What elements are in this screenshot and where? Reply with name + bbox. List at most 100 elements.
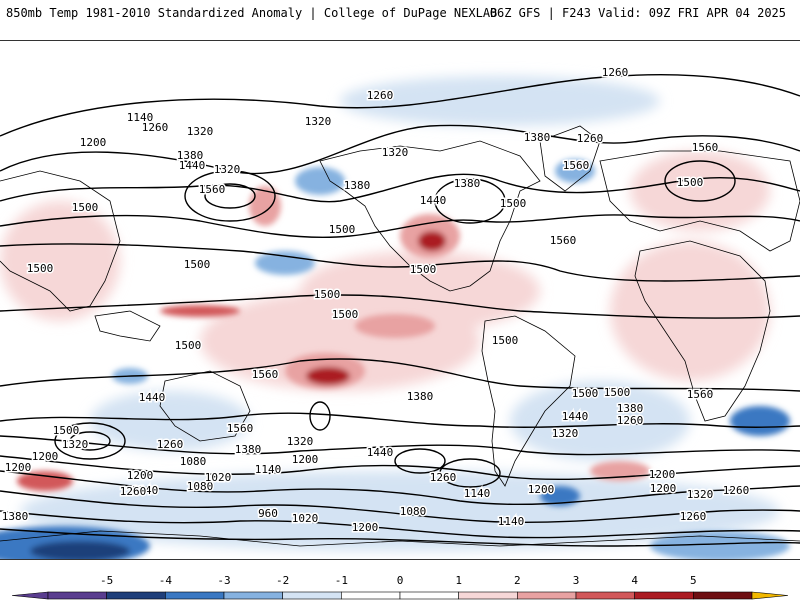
colorbar-segments [11,591,789,600]
contour-line [0,490,800,524]
contour-label: 1560 [692,141,719,154]
contour-label: 1440 [139,391,166,404]
contour-line [0,470,800,506]
coastline-south-america [481,315,576,487]
anomaly-cool-east-antarctic [650,531,790,559]
contour-label: 1020 [292,512,319,525]
contour-label: 1500 [184,258,211,271]
contour-label: 1320 [62,438,89,451]
contour-label: 1500 [677,176,704,189]
contour-label: 1260 [602,66,629,79]
colorbar-max-arrow [751,591,789,600]
contour-label: 1260 [617,414,644,427]
coastline-indonesia [94,310,161,342]
contour-closed-low [204,183,256,209]
contour-label: 1380 [344,179,371,192]
contour-label: 1260 [120,485,147,498]
contour-label: 1080 [187,480,214,493]
contour-label: 1320 [382,146,409,159]
contour-line [0,435,800,456]
colorbar-segment [575,591,635,600]
contour-line [0,74,800,137]
contour-label: 1560 [227,422,254,435]
coastline-north-america [319,140,541,292]
coastline-africa [634,240,771,422]
contour-closed-low [434,178,506,224]
contour-label: 1200 [127,469,154,482]
anomaly-cool-south-pacific-2 [540,486,580,506]
contour-label: 1500 [332,308,359,321]
colorbar-tick-label: 4 [631,574,638,587]
colorbar-tick-label: -5 [100,574,113,587]
contour-label: 1500 [492,334,519,347]
contour-closed-low [394,448,446,474]
anomaly-warm-north-pacific [300,251,540,331]
colorbar-tick-labels: -5 -4 -3 -2 -1 0 1 2 3 4 5 [100,574,697,587]
contour-label: 1560 [199,183,226,196]
contour-label: 1200 [5,461,32,474]
contour-line [0,455,800,481]
contour-label: 1500 [72,201,99,214]
contour-label: 1200 [32,450,59,463]
contour-label: 1140 [464,487,491,500]
colorbar-segment [458,591,518,600]
anomaly-cool-south-pacific [90,391,250,451]
contour-label: 1380 [617,402,644,415]
colorbar-tick-label: -3 [217,574,230,587]
colorbar-tick-label: 3 [573,574,580,587]
anomaly-warm-europe [630,151,770,231]
colorbar-segment [634,591,694,600]
colorbar-tick-label: 1 [455,574,462,587]
contour-label: 1560 [252,368,279,381]
coastline-australia [159,370,251,442]
contour-label: 1380 [454,177,481,190]
contour-line [0,294,800,319]
contour-label: 1140 [255,463,282,476]
coastline-asia-west [0,170,121,312]
map-title: 850mb Temp 1981-2010 Standardized Anomal… [6,6,498,20]
anomaly-map: 1260 1260 1140 1260 1200 1320 1320 1380 1440 1320… [0,40,800,560]
contour-label: 1320 [305,115,332,128]
coastline-greenland [539,125,601,192]
colorbar-canvas: -5 -4 -3 -2 -1 0 1 2 3 4 5 [11,574,789,600]
contour-label: 1320 [687,488,714,501]
contour-label: 1320 [187,125,214,138]
contour-closed-high [54,422,126,460]
contour-label: 1200 [292,453,319,466]
contour-label: 1500 [175,339,202,352]
contour-label: 1500 [410,263,437,276]
contour-label: 1080 [180,455,207,468]
colorbar-min-arrow [11,591,49,600]
model-run-valid-time: 06Z GFS | F243 Valid: 09Z FRI APR 04 202… [489,6,786,20]
contour-label: 1080 [400,505,427,518]
contour-label: 1260 [577,132,604,145]
anomaly-cool-south-indian [730,406,790,436]
contour-label: 1380 [235,443,262,456]
contour-label: 1260 [142,121,169,134]
anomaly-cool-arctic [340,76,660,126]
contour-label: 1440 [420,194,447,207]
contour-label: 1260 [430,471,457,484]
colorbar-segment [106,591,166,600]
contour-label: 1200 [649,468,676,481]
contour-label: 1560 [687,388,714,401]
colorbar-segment [282,591,342,600]
contour-label: 1500 [329,223,356,236]
contour-label: 1200 [650,482,677,495]
contour-label: 1560 [563,159,590,172]
temperature-anomaly-shading [0,76,790,559]
contour-label: 1380 [177,149,204,162]
anomaly-warm-southwest [17,471,73,491]
contour-label: 1500 [500,197,527,210]
contour-label: 1260 [723,484,750,497]
contour-label: 1320 [552,427,579,440]
contour-label: 1560 [550,234,577,247]
contour-label: 1440 [179,159,206,172]
contour-label: 1260 [157,438,184,451]
contour-line [0,528,800,547]
anomaly-cool-pacific [255,251,315,275]
contour-label: 1140 [498,515,525,528]
anomaly-cool-west-antarctic-core [30,541,130,559]
contour-line [0,243,800,282]
